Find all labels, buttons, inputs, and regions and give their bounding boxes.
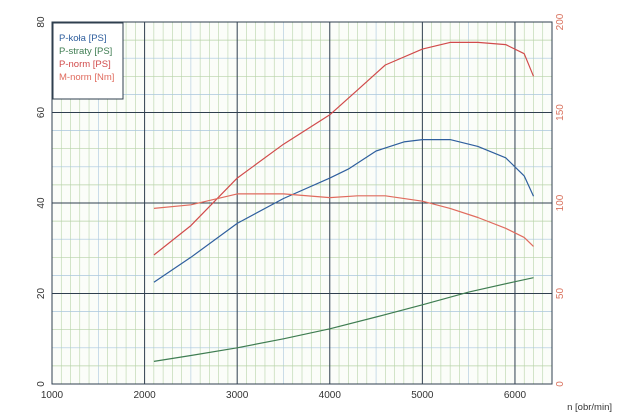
legend-entry-2: P-straty [PS] xyxy=(59,46,112,57)
plot-frame xyxy=(51,21,553,385)
x-axis-ticks: 1000 2000 3000 4000 5000 6000 xyxy=(41,390,527,401)
legend-entry-3: P-norm [PS] xyxy=(59,59,111,70)
legend-entry-1: P-koła [PS] xyxy=(59,33,107,44)
left-axis-ticks: 0 20 40 60 80 xyxy=(36,16,47,387)
right-axis-ticks: 0 50 100 150 200 xyxy=(555,13,566,387)
x-tick-label: 6000 xyxy=(504,390,527,401)
series-line-3 xyxy=(153,41,535,256)
series-line-2 xyxy=(153,277,534,362)
legend-entry-4: M-norm [Nm] xyxy=(59,72,114,83)
left-tick-label: 20 xyxy=(36,288,47,300)
series-line-1 xyxy=(153,139,535,283)
right-tick-label: 50 xyxy=(555,288,566,300)
left-tick-label: 40 xyxy=(36,197,47,209)
right-tick-label: 0 xyxy=(555,381,566,387)
left-tick-label: 60 xyxy=(36,107,47,119)
x-tick-label: 1000 xyxy=(41,390,64,401)
series-layer xyxy=(153,41,535,362)
left-tick-label: 0 xyxy=(36,381,47,387)
x-tick-label: 2000 xyxy=(133,390,156,401)
grid-major xyxy=(52,22,552,384)
right-tick-label: 100 xyxy=(555,194,566,211)
x-tick-label: 5000 xyxy=(411,390,434,401)
x-axis-label: n [obr/min] xyxy=(567,402,612,413)
legend: P-koła [PS] P-straty [PS] P-norm [PS] M-nor… xyxy=(52,22,124,100)
series-line-4 xyxy=(153,193,534,247)
right-tick-label: 150 xyxy=(555,104,566,121)
left-tick-label: 80 xyxy=(36,16,47,28)
legend-box xyxy=(52,22,124,100)
x-tick-label: 3000 xyxy=(226,390,249,401)
x-tick-label: 4000 xyxy=(319,390,342,401)
right-tick-label: 200 xyxy=(555,13,566,30)
